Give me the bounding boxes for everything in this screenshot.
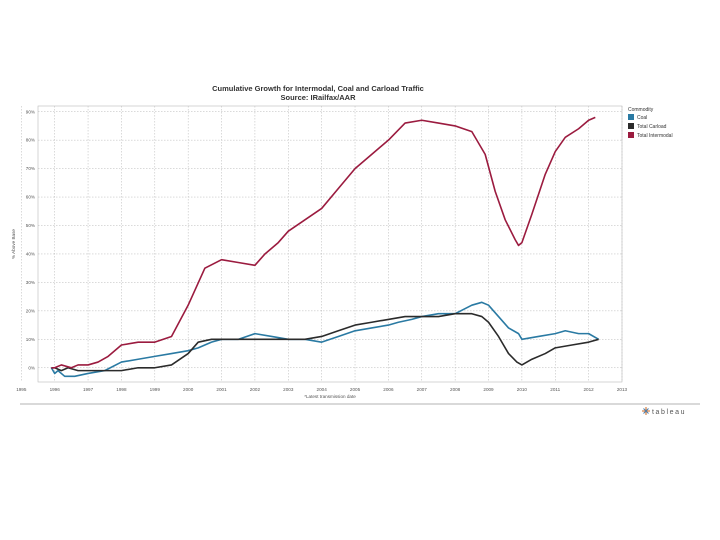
tableau-wordmark: tableau (652, 409, 686, 416)
series-lines (50, 116, 600, 378)
x-tick-label: 2002 (250, 387, 261, 392)
legend-swatch (628, 123, 634, 129)
x-tick-label: 2006 (383, 387, 394, 392)
x-tick-label: 2007 (417, 387, 428, 392)
x-tick-label: 2001 (216, 387, 227, 392)
x-tick-label: 1995 (16, 387, 27, 392)
x-tick-label: 2012 (584, 387, 595, 392)
chart-subtitle: Source: IRailfax/AAR (280, 93, 356, 102)
legend-swatch (628, 114, 634, 120)
x-tick-label: 2004 (317, 387, 328, 392)
y-tick-label: 40% (26, 252, 35, 257)
x-tick-label: 1997 (83, 387, 94, 392)
x-tick-label: 2013 (617, 387, 628, 392)
x-tick-label: 2010 (517, 387, 528, 392)
x-tick-label: 1998 (116, 387, 127, 392)
x-tick-label: 1996 (50, 387, 61, 392)
y-tick-label: 30% (26, 280, 35, 285)
y-tick-label: 70% (26, 166, 35, 171)
y-axis-ticks: 0% 10% 20% 30% 40% 50% 60% 70% 80% 90% (26, 109, 35, 370)
plot-area (37, 105, 623, 383)
y-tick-label: 50% (26, 223, 35, 228)
x-tick-label: 2005 (350, 387, 361, 392)
legend-label: Coal (637, 115, 647, 121)
x-tick-label: 2003 (283, 387, 294, 392)
x-tick-label: 2008 (450, 387, 461, 392)
y-tick-label: 90% (26, 109, 35, 114)
y-tick-label: 0% (28, 365, 35, 370)
series-line-total-carload (51, 312, 599, 372)
y-tick-label: 80% (26, 138, 35, 143)
series-line-coal (50, 301, 600, 378)
y-axis-label: % Above Base (11, 229, 16, 259)
legend-swatch (628, 132, 634, 138)
x-axis-label: *Latest transmission date (304, 394, 356, 399)
x-tick-label: 2000 (183, 387, 194, 392)
legend-label: Total Intermodal (637, 133, 673, 139)
legend-title: Commodity (628, 107, 654, 113)
x-tick-label: 2011 (550, 387, 560, 392)
legend: Commodity Coal Total Carload Total Intermo… (628, 107, 673, 139)
tableau-cross-icon (642, 407, 650, 415)
y-tick-label: 10% (26, 337, 35, 342)
series-line-total-intermodal (51, 116, 596, 369)
gridlines (21, 106, 623, 382)
x-tick-label: 2009 (483, 387, 494, 392)
chart-title: Cumulative Growth for Intermodal, Coal a… (212, 84, 424, 93)
y-tick-label: 60% (26, 195, 35, 200)
tableau-logo: tableau (642, 407, 686, 416)
x-axis-ticks: 1995 1996 1997 1998 1999 2000 2001 2002 2003 2004… (16, 387, 627, 392)
legend-label: Total Carload (637, 124, 667, 130)
y-tick-label: 20% (26, 308, 35, 313)
x-tick-label: 1999 (150, 387, 161, 392)
